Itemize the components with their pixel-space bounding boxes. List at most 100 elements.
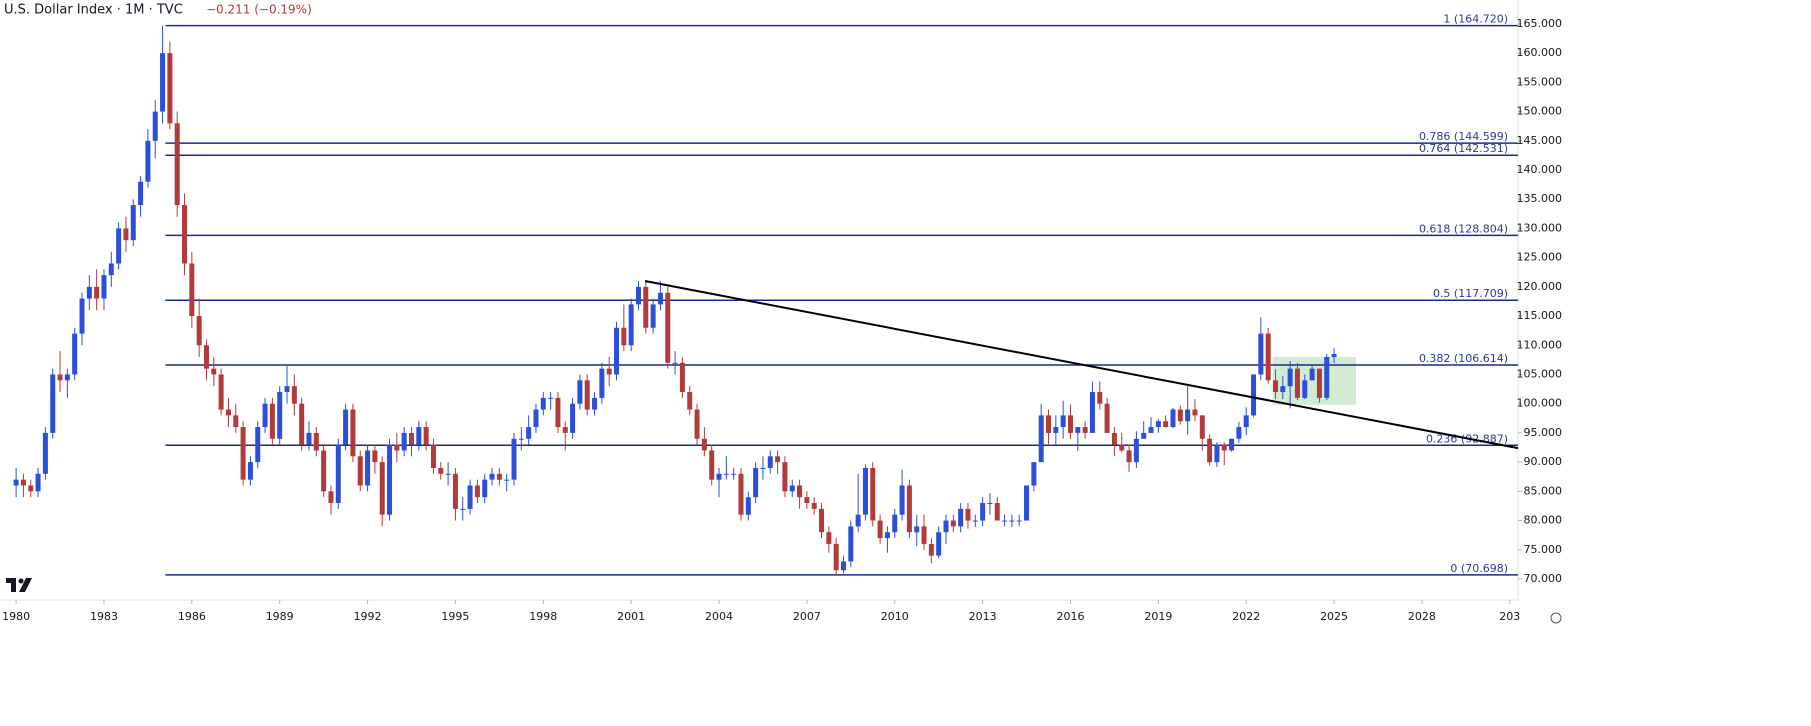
range-box <box>1272 356 1357 405</box>
candle-body <box>225 409 231 416</box>
candle-body <box>1258 333 1264 375</box>
candle-body <box>555 397 561 428</box>
candle-body <box>203 345 209 369</box>
candle-body <box>1243 415 1249 428</box>
candle-body <box>745 497 751 515</box>
candle-body <box>599 368 605 398</box>
fib-level-label: 0.382 (106.614) <box>1419 352 1508 365</box>
candle-body <box>665 292 671 363</box>
candle-body <box>753 467 759 498</box>
candle-body <box>13 479 19 486</box>
candle-body <box>840 561 846 571</box>
x-tick-label: 1992 <box>354 610 382 623</box>
y-tick-label: 110.000 <box>1517 338 1563 351</box>
candle-body <box>1148 427 1154 433</box>
candle-body <box>196 316 202 346</box>
candle-body <box>936 532 942 556</box>
candle-body <box>848 526 854 562</box>
candle-body <box>826 532 832 544</box>
candle-body <box>1229 438 1235 451</box>
candle-body <box>291 386 297 404</box>
candle-body <box>86 286 92 299</box>
candle-body <box>1141 432 1147 439</box>
candle-body <box>416 427 422 445</box>
x-tick-label: 2007 <box>793 610 821 623</box>
x-tick-label: 2019 <box>1144 610 1172 623</box>
candle-body <box>496 473 502 480</box>
candle-body <box>833 543 839 571</box>
candle-body <box>548 397 554 399</box>
candle-body <box>350 409 356 457</box>
candle-body <box>1272 380 1278 393</box>
candle-body <box>1067 415 1073 433</box>
candle-body <box>1324 356 1330 398</box>
candle-body <box>64 374 70 381</box>
candle-body <box>387 444 393 515</box>
candle-body <box>1185 409 1191 422</box>
candle-body <box>987 503 993 505</box>
candle-body <box>584 380 590 410</box>
y-tick-label: 125.000 <box>1517 251 1563 264</box>
candle-body <box>643 286 649 328</box>
x-tick-label: 2022 <box>1232 610 1260 623</box>
y-tick-label: 165.000 <box>1517 17 1563 30</box>
x-tick-label: 1989 <box>266 610 294 623</box>
candle-body <box>313 432 319 451</box>
x-tick-label: 2016 <box>1056 610 1084 623</box>
candle-body <box>511 438 517 480</box>
candle-body <box>1111 432 1117 445</box>
candle-body <box>628 304 634 346</box>
y-tick-label: 120.000 <box>1517 280 1563 293</box>
candle-body <box>950 520 956 527</box>
candle-body <box>518 438 524 440</box>
candle-body <box>335 444 341 504</box>
candle-body <box>621 327 627 346</box>
candle-body <box>138 181 144 206</box>
candle-body <box>914 526 920 533</box>
candle-body <box>299 403 305 445</box>
candle-body <box>489 473 495 480</box>
candle-body <box>1002 520 1008 522</box>
candle-body <box>899 485 905 515</box>
candle-body <box>233 415 239 428</box>
candle-body <box>401 432 407 451</box>
candle-body <box>1251 374 1257 416</box>
candle-body <box>1133 438 1139 463</box>
trendline <box>644 280 1519 450</box>
candle-body <box>379 462 385 515</box>
candle-body <box>145 140 151 182</box>
candle-body <box>877 520 883 539</box>
candle-body <box>797 485 803 498</box>
candle-body <box>460 508 466 510</box>
candle-body <box>862 467 868 515</box>
candle-body <box>760 467 766 469</box>
candle-body <box>1199 415 1205 439</box>
candle-body <box>72 333 78 375</box>
candle-body <box>657 292 663 305</box>
x-tick-label: 2010 <box>881 610 909 623</box>
y-tick-label: 160.000 <box>1517 46 1563 59</box>
x-tick-label: 2001 <box>617 610 645 623</box>
y-tick-label: 130.000 <box>1517 221 1563 234</box>
y-tick-label: 140.000 <box>1517 163 1563 176</box>
candle-body <box>321 450 327 492</box>
candle-body <box>1155 421 1161 428</box>
settings-icon[interactable] <box>1550 612 1562 624</box>
y-tick-label: 100.000 <box>1517 397 1563 410</box>
candle-body <box>1082 427 1088 433</box>
candle-body <box>928 543 934 556</box>
y-tick-label: 70.000 <box>1524 572 1563 585</box>
candle-body <box>57 374 63 381</box>
candle-body <box>650 304 656 328</box>
y-tick-label: 115.000 <box>1517 309 1563 322</box>
candle-body <box>1075 427 1081 433</box>
fib-level-label: 0.618 (128.804) <box>1419 222 1508 235</box>
candle-body <box>372 450 378 463</box>
candle-body <box>365 450 371 486</box>
candle-body <box>1104 403 1110 433</box>
x-tick-label: 203 <box>1499 610 1520 623</box>
candle-body <box>1221 444 1227 451</box>
candle-body <box>614 327 620 375</box>
candle-body <box>130 205 136 241</box>
